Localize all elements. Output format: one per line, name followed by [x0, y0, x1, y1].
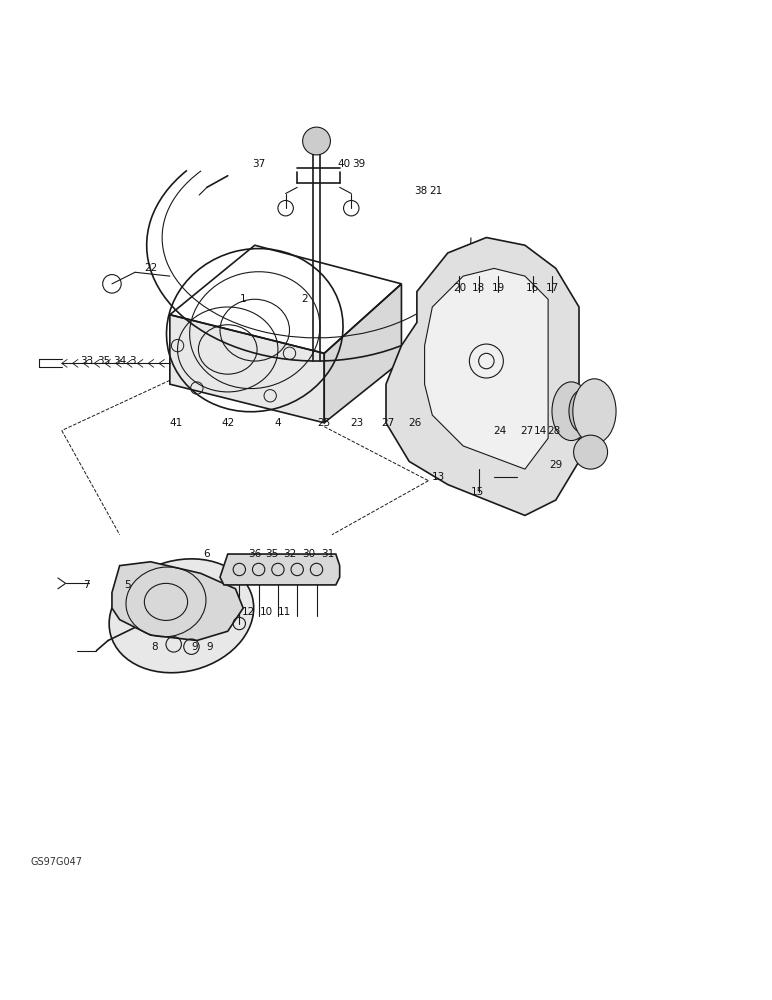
- Text: 40: 40: [337, 159, 350, 169]
- Text: 25: 25: [317, 418, 331, 428]
- Text: GS97G047: GS97G047: [31, 857, 83, 867]
- Text: 36: 36: [248, 549, 262, 559]
- Text: 39: 39: [352, 159, 366, 169]
- Text: 31: 31: [321, 549, 335, 559]
- Text: 4: 4: [275, 418, 281, 428]
- Polygon shape: [425, 268, 548, 469]
- Text: 9: 9: [191, 642, 198, 652]
- Ellipse shape: [573, 379, 616, 444]
- Text: 13: 13: [432, 472, 445, 482]
- Text: 37: 37: [252, 159, 266, 169]
- Text: 24: 24: [493, 426, 507, 436]
- Text: 18: 18: [472, 283, 486, 293]
- Text: 23: 23: [350, 418, 364, 428]
- Text: 32: 32: [283, 549, 296, 559]
- Ellipse shape: [552, 382, 591, 441]
- Text: 9: 9: [207, 642, 213, 652]
- Text: 6: 6: [204, 549, 210, 559]
- Text: 17: 17: [545, 283, 559, 293]
- Text: 1: 1: [240, 294, 246, 304]
- Text: 15: 15: [470, 487, 484, 497]
- Text: 29: 29: [549, 460, 563, 470]
- Text: 27: 27: [381, 418, 394, 428]
- Circle shape: [303, 127, 330, 155]
- Text: 21: 21: [429, 186, 443, 196]
- Text: 35: 35: [265, 549, 279, 559]
- Text: 7: 7: [83, 580, 90, 590]
- Text: 28: 28: [547, 426, 561, 436]
- Polygon shape: [324, 284, 401, 423]
- Text: 20: 20: [452, 283, 466, 293]
- Text: 26: 26: [408, 418, 422, 428]
- Text: 22: 22: [144, 263, 157, 273]
- Text: 14: 14: [533, 426, 547, 436]
- Ellipse shape: [569, 390, 597, 433]
- Text: 2: 2: [302, 294, 308, 304]
- Text: 12: 12: [242, 607, 256, 617]
- Text: 42: 42: [221, 418, 235, 428]
- Polygon shape: [386, 238, 579, 515]
- Polygon shape: [220, 554, 340, 585]
- Text: 19: 19: [491, 283, 505, 293]
- Text: 10: 10: [259, 607, 273, 617]
- Text: 3: 3: [130, 356, 136, 366]
- Text: 33: 33: [80, 356, 93, 366]
- Text: 8: 8: [151, 642, 157, 652]
- Text: 35: 35: [97, 356, 111, 366]
- Text: 30: 30: [302, 549, 316, 559]
- Text: 11: 11: [277, 607, 291, 617]
- Polygon shape: [170, 315, 324, 423]
- Text: 34: 34: [113, 356, 127, 366]
- Text: 27: 27: [520, 426, 534, 436]
- Polygon shape: [112, 562, 243, 641]
- Ellipse shape: [574, 435, 608, 469]
- Text: 41: 41: [169, 418, 183, 428]
- Text: 5: 5: [124, 580, 130, 590]
- Text: 38: 38: [414, 186, 428, 196]
- Text: 16: 16: [526, 283, 540, 293]
- Ellipse shape: [109, 559, 254, 673]
